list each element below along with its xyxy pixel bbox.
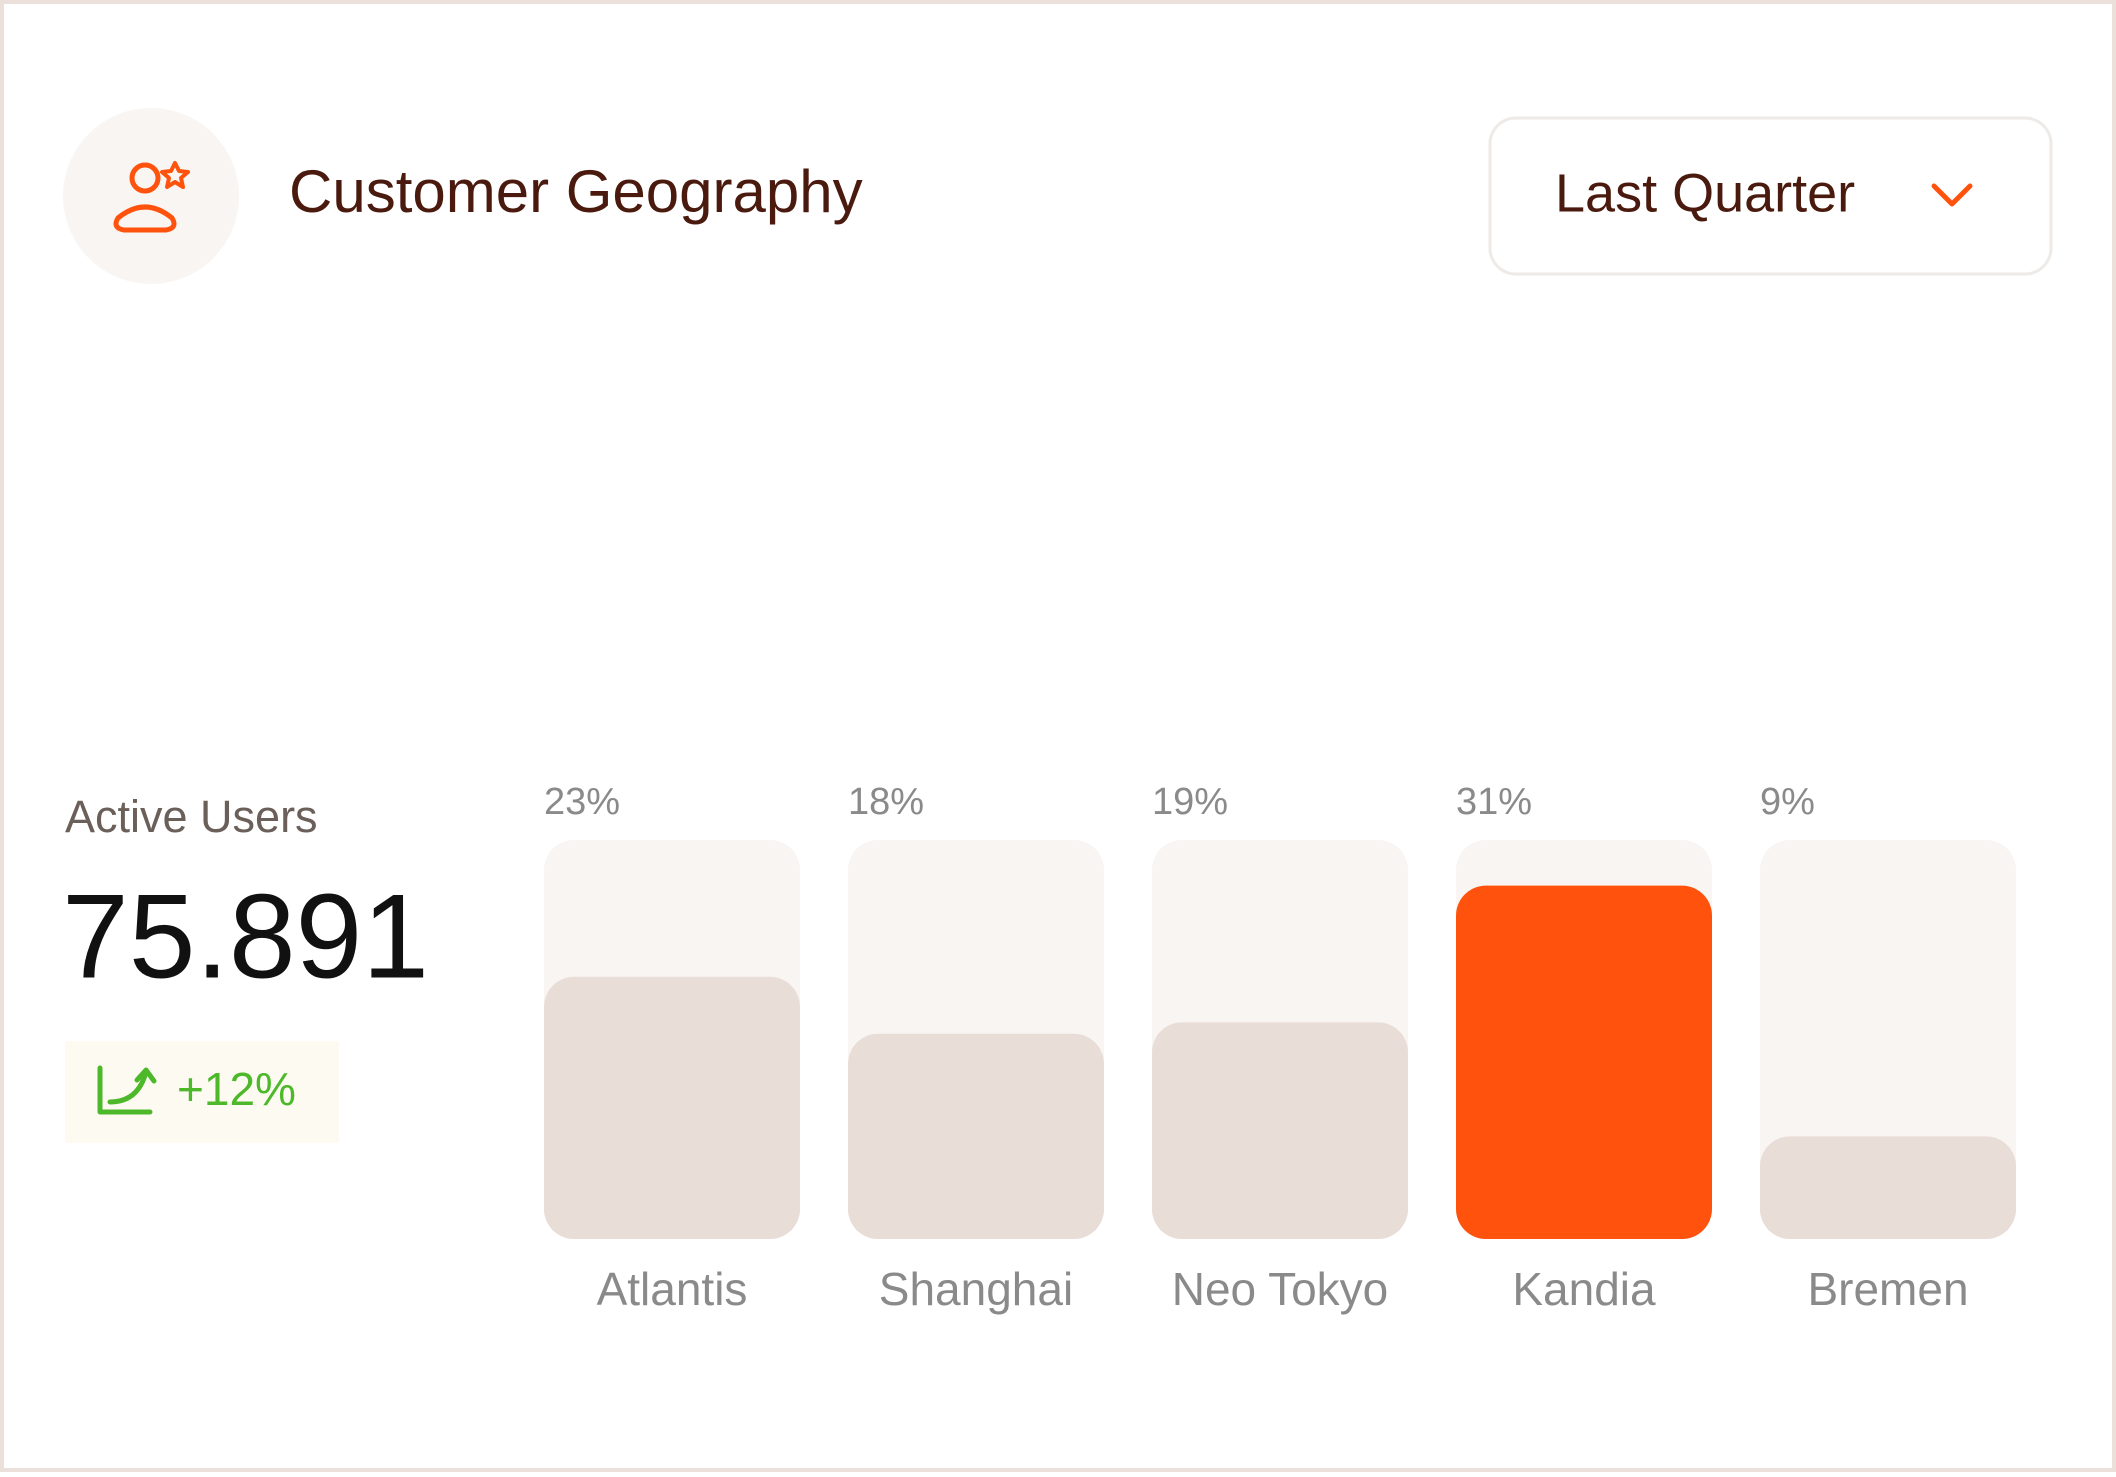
bar [1456,885,1712,1239]
category-label: Bremen [1807,1263,1968,1315]
category-label: Neo Tokyo [1172,1263,1389,1315]
chevron-icon[interactable] [1931,183,1973,207]
change-badge: +12% [65,1041,339,1143]
category-label: Atlantis [597,1263,748,1315]
bar-value-label: 9% [1760,781,1815,823]
category-label: Shanghai [879,1263,1073,1315]
change-value: +12% [177,1063,296,1115]
bar [848,1033,1104,1239]
bar-value-label: 18% [848,781,924,823]
dropdown-label[interactable]: Last Quarter [1555,163,1855,223]
bar-chart: 23% Atlantis 18% Shanghai 19% Neo Tokyo 31% Kan… [544,781,2016,1315]
metric-label: Active Users [65,791,318,842]
bar-value-label: 23% [544,781,620,823]
bar-value-label: 19% [1152,781,1228,823]
metric-value: 75.891 [62,870,429,1004]
category-label: Kandia [1512,1263,1656,1315]
bar [544,976,800,1239]
bar [1152,1022,1408,1239]
header-title: Customer Geography [289,158,863,225]
period-dropdown[interactable]: Last Quarter [1488,116,2053,276]
header-icon [63,108,239,284]
bar [1760,1136,2016,1239]
bar-value-label: 31% [1456,781,1532,823]
